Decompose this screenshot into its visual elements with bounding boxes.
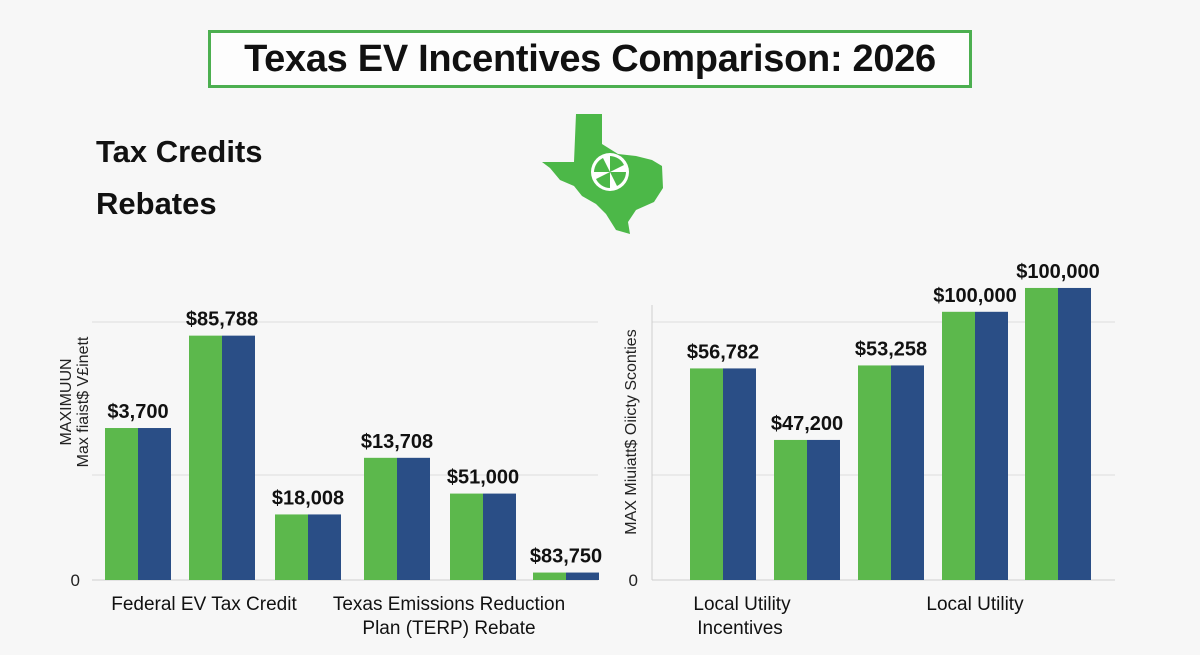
bar-green xyxy=(364,457,397,580)
bar-value-label: $47,200 xyxy=(771,413,843,435)
left-chart: 0 MAXIMUUN Max fiaist$ V£inett $3,700 $85… xyxy=(58,309,602,639)
y-tick-0: 0 xyxy=(629,571,638,590)
right-chart: 0 MAX Miuiatt$ Oiicty Sconties $56,782 $4… xyxy=(623,261,1115,639)
bar-green xyxy=(189,335,222,580)
category-label: Texas Emissions Reduction xyxy=(333,594,565,615)
bar-value-label: $51,000 xyxy=(447,467,519,489)
bar-green xyxy=(533,572,566,580)
bar-blue xyxy=(891,365,924,580)
bar-green xyxy=(690,368,723,580)
bar-blue xyxy=(138,428,171,580)
category-label: Plan (TERP) Rebate xyxy=(362,618,535,639)
bar-blue xyxy=(807,439,840,580)
bar-green xyxy=(105,428,138,580)
bar-blue xyxy=(483,493,516,580)
bar-blue xyxy=(397,457,430,580)
bar-value-label: $83,750 xyxy=(530,546,602,568)
bar-value-label: $100,000 xyxy=(1016,261,1099,283)
bar-green xyxy=(942,311,975,580)
bar-value-label: $100,000 xyxy=(933,285,1016,307)
bar-blue xyxy=(308,514,341,580)
bar-green xyxy=(1025,287,1058,580)
category-label: Incentives xyxy=(697,618,783,639)
subheading-tax-credits: Tax Credits xyxy=(96,134,263,169)
y-tick-0: 0 xyxy=(71,571,80,590)
bar-blue xyxy=(566,572,599,580)
chart-title: Texas EV Incentives Comparison: 2026 xyxy=(244,37,936,80)
y-axis-title-line-2: Max fiaist$ V£inett xyxy=(75,336,92,467)
bar-value-label: $85,788 xyxy=(186,309,258,331)
bar-value-label: $3,700 xyxy=(107,401,168,423)
bar-value-label: $13,708 xyxy=(361,431,433,453)
texas-map-icon xyxy=(542,114,663,234)
bar-blue xyxy=(975,311,1008,580)
bar-value-label: $18,008 xyxy=(272,487,344,509)
bar-green xyxy=(275,514,308,580)
category-label: Federal EV Tax Credit xyxy=(111,594,297,615)
subheading-rebates: Rebates xyxy=(96,186,217,221)
bar-blue xyxy=(723,368,756,580)
bar-green xyxy=(774,439,807,580)
chart-title-box: Texas EV Incentives Comparison: 2026 xyxy=(208,30,972,88)
y-axis-title: MAX Miuiatt$ Oiicty Sconties xyxy=(623,329,640,534)
y-axis-title-line-1: MAXIMUUN xyxy=(58,358,75,445)
category-label: Local Utility xyxy=(693,594,791,615)
bar-green xyxy=(450,493,483,580)
category-label: Local Utility xyxy=(926,594,1024,615)
bar-green xyxy=(858,365,891,580)
bar-value-label: $56,782 xyxy=(687,341,759,363)
bar-value-label: $53,258 xyxy=(855,338,927,360)
bar-blue xyxy=(222,335,255,580)
bar-blue xyxy=(1058,287,1091,580)
